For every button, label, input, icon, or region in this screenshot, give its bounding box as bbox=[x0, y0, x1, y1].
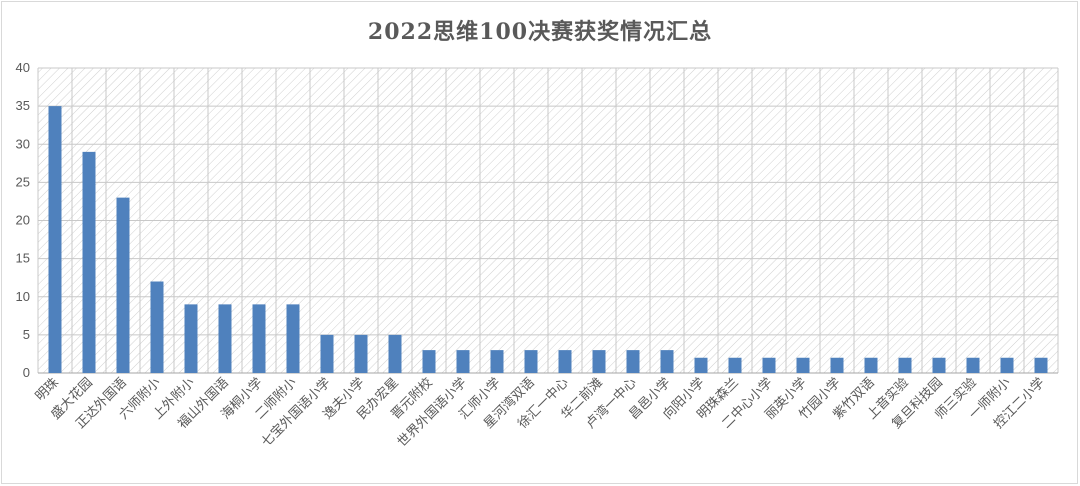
y-tick-label: 35 bbox=[16, 98, 30, 113]
y-axis-ticks: 0 5 10 15 20 25 30 35 40 bbox=[16, 60, 30, 380]
bar bbox=[456, 350, 470, 373]
bar bbox=[1000, 357, 1014, 373]
bar bbox=[252, 304, 266, 373]
bar bbox=[626, 350, 640, 373]
y-tick-label: 30 bbox=[16, 136, 30, 151]
y-tick-label: 10 bbox=[16, 289, 30, 304]
bar bbox=[592, 350, 606, 373]
bar bbox=[320, 334, 334, 373]
bar bbox=[116, 197, 130, 373]
bar bbox=[82, 151, 96, 373]
bar bbox=[218, 304, 232, 373]
bar bbox=[864, 357, 878, 373]
bar bbox=[150, 281, 164, 373]
y-tick-label: 15 bbox=[16, 251, 30, 266]
bar bbox=[966, 357, 980, 373]
y-tick-label: 25 bbox=[16, 174, 30, 189]
bar bbox=[932, 357, 946, 373]
bars bbox=[48, 106, 1048, 373]
bar bbox=[558, 350, 572, 373]
bar bbox=[48, 106, 62, 373]
y-tick-label: 5 bbox=[23, 327, 30, 342]
bar bbox=[286, 304, 300, 373]
chart-title: 2022思维100决赛获奖情况汇总 bbox=[367, 19, 713, 45]
bar bbox=[354, 334, 368, 373]
x-axis-labels: 明珠盛大花园正达外国语六师附小上外附小福山外国语海桐小学二师附小七宝外国语小学逸… bbox=[33, 375, 1048, 451]
y-tick-label: 20 bbox=[16, 213, 30, 228]
bar bbox=[830, 357, 844, 373]
bar bbox=[660, 350, 674, 373]
x-tick-label: 明珠 bbox=[33, 375, 62, 404]
bar bbox=[524, 350, 538, 373]
y-tick-label: 40 bbox=[16, 60, 30, 75]
bar bbox=[490, 350, 504, 373]
bar bbox=[762, 357, 776, 373]
bar bbox=[898, 357, 912, 373]
bar bbox=[1034, 357, 1048, 373]
bar bbox=[796, 357, 810, 373]
bar bbox=[422, 350, 436, 373]
bar bbox=[728, 357, 742, 373]
y-tick-label: 0 bbox=[23, 365, 30, 380]
bar bbox=[694, 357, 708, 373]
grid-lines bbox=[37, 67, 1059, 374]
bar bbox=[388, 334, 402, 373]
bar bbox=[184, 304, 198, 373]
